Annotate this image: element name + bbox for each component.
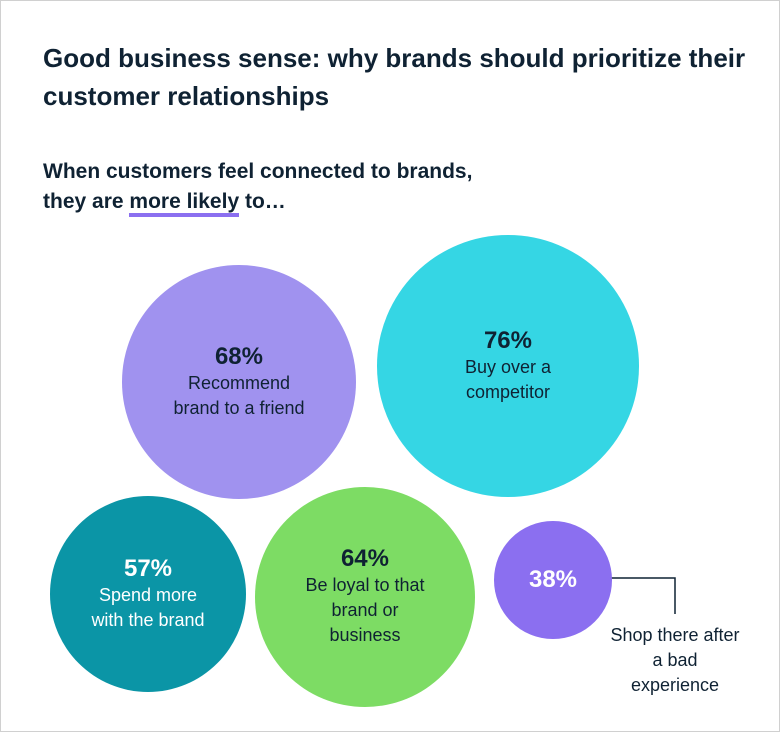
subtitle-text: When customers feel connected to brands,	[43, 160, 473, 183]
connector-line	[599, 577, 676, 614]
subtitle: When customers feel connected to brands,…	[43, 157, 472, 217]
category-label: Buy over a competitor	[464, 356, 551, 402]
subtitle-text: to…	[244, 190, 286, 213]
bubble: 76% Buy over a competitor	[377, 235, 639, 497]
value-label: 38%	[528, 565, 578, 593]
category-label: Spend more with the brand	[91, 584, 205, 630]
subtitle-emphasis: more likely	[129, 190, 240, 217]
bubble: 38%	[494, 521, 612, 639]
bubble: 57% Spend more with the brand	[49, 495, 247, 693]
value-label: 76%	[483, 326, 532, 354]
subtitle-text: they are	[43, 190, 124, 213]
value-label: 64%	[340, 545, 389, 573]
category-label: Be loyal to that brand or business	[305, 575, 425, 646]
value-label: 68%	[214, 342, 263, 370]
bubble: 68% Recommend brand to a friend	[122, 265, 356, 499]
bubble: 64% Be loyal to that brand or business	[254, 486, 476, 708]
category-label: Shop there after a bad experience	[610, 625, 740, 695]
category-label: Recommend brand to a friend	[173, 372, 305, 418]
value-label: 57%	[123, 554, 173, 582]
title: Good business sense: why brands should p…	[43, 43, 746, 111]
